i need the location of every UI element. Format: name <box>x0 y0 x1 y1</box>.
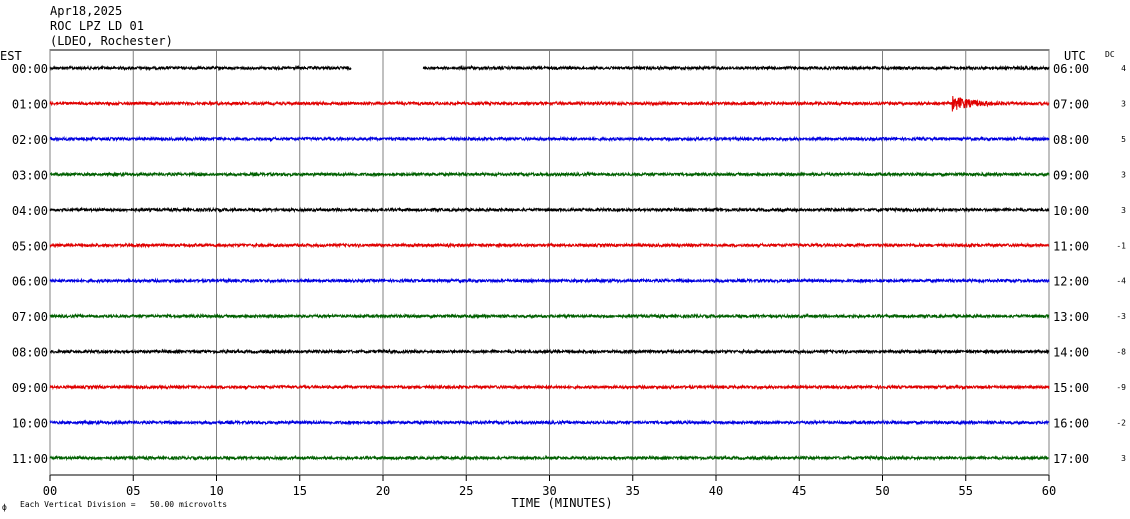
dc-value: 3 <box>1121 170 1126 179</box>
utc-label: 06:00 <box>1053 62 1089 76</box>
trace-row-1100 <box>49 454 1050 462</box>
est-label: 08:00 <box>12 346 48 360</box>
est-label: 05:00 <box>12 239 48 253</box>
trace-row-0800 <box>49 348 1050 355</box>
row-labels: 00:00 06:00 4 01:00 07:00 3 02:00 08:00 5 03:00 09… <box>12 62 1126 466</box>
utc-label: 12:00 <box>1053 275 1089 289</box>
est-label: 02:00 <box>12 133 48 147</box>
est-label: 09:00 <box>12 381 48 395</box>
header-date: Apr18,2025 <box>50 4 122 18</box>
est-label: 00:00 <box>12 62 48 76</box>
x-tick-label: 40 <box>709 484 723 498</box>
utc-label: 11:00 <box>1053 239 1089 253</box>
est-label: 03:00 <box>12 168 48 182</box>
dc-value: 3 <box>1121 99 1126 108</box>
scale-icon: ф <box>2 503 7 512</box>
dc-value: 3 <box>1121 206 1126 215</box>
utc-label: 13:00 <box>1053 310 1089 324</box>
utc-label: 08:00 <box>1053 133 1089 147</box>
vertical-gridlines <box>49 50 1050 475</box>
trace-row-0400 <box>49 206 1050 214</box>
est-label: 10:00 <box>12 417 48 431</box>
seismic-traces <box>49 64 1050 462</box>
x-tick-label: 00 <box>43 484 57 498</box>
x-tick-label: 10 <box>209 484 223 498</box>
trace-row-0600 <box>49 277 1050 285</box>
dc-value: -9 <box>1116 383 1126 392</box>
x-axis-ticks: 00 05 10 15 20 25 30 35 40 45 50 55 60 <box>43 475 1056 498</box>
trace-row-1000 <box>49 419 1050 426</box>
est-label: 11:00 <box>12 452 48 466</box>
x-tick-label: 45 <box>792 484 806 498</box>
est-label: 04:00 <box>12 204 48 218</box>
trace-row-0000 <box>49 64 1050 72</box>
x-tick-label: 55 <box>959 484 973 498</box>
x-tick-label: 50 <box>875 484 889 498</box>
dc-value: 3 <box>1121 454 1126 463</box>
dc-value: 5 <box>1121 135 1126 144</box>
dc-value: 4 <box>1121 64 1126 73</box>
est-axis-title: EST <box>0 49 22 63</box>
trace-row-0500 <box>49 241 1050 249</box>
est-label: 06:00 <box>12 275 48 289</box>
dc-value: -4 <box>1116 277 1126 286</box>
x-tick-label: 30 <box>542 484 556 498</box>
dc-value: -3 <box>1116 312 1126 321</box>
x-tick-label: 05 <box>126 484 140 498</box>
est-label: 01:00 <box>12 97 48 111</box>
utc-axis-title: UTC <box>1064 49 1086 63</box>
utc-label: 15:00 <box>1053 381 1089 395</box>
x-tick-label: 20 <box>376 484 390 498</box>
trace-row-0900 <box>49 383 1050 391</box>
trace-row-0100 <box>49 95 1050 112</box>
scale-note: Each Vertical Division = 50.00 microvolt… <box>20 500 227 509</box>
trace-row-0700 <box>49 312 1050 320</box>
x-tick-label: 25 <box>459 484 473 498</box>
utc-label: 10:00 <box>1053 204 1089 218</box>
utc-label: 17:00 <box>1053 452 1089 466</box>
x-tick-label: 35 <box>626 484 640 498</box>
header-station: ROC LPZ LD 01 <box>50 19 144 33</box>
dc-title: DC <box>1105 50 1115 59</box>
trace-row-0300 <box>49 171 1050 178</box>
header-network: (LDEO, Rochester) <box>50 34 173 48</box>
utc-label: 16:00 <box>1053 417 1089 431</box>
dc-value: -1 <box>1116 241 1126 250</box>
trace-row-0200 <box>49 135 1050 143</box>
x-tick-label: 60 <box>1042 484 1056 498</box>
x-tick-label: 15 <box>293 484 307 498</box>
utc-label: 14:00 <box>1053 346 1089 360</box>
dc-value: -2 <box>1116 419 1126 428</box>
utc-label: 07:00 <box>1053 97 1089 111</box>
x-axis-label: TIME (MINUTES) <box>511 496 612 510</box>
utc-label: 09:00 <box>1053 168 1089 182</box>
est-label: 07:00 <box>12 310 48 324</box>
dc-value: -8 <box>1116 348 1126 357</box>
